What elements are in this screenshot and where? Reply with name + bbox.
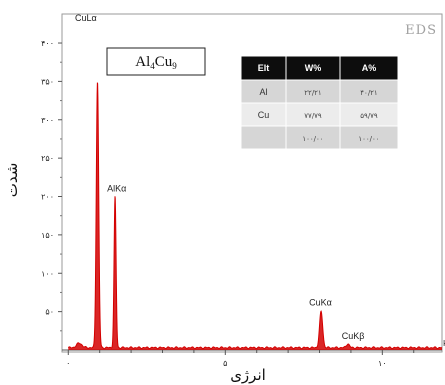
- x-tick-label: ۱۰: [378, 359, 387, 368]
- table-cell-value: ۲۲/۲۱: [304, 89, 321, 97]
- table-header-label: A%: [362, 63, 377, 73]
- table-header-label: W%: [305, 63, 322, 73]
- peak-label: AlKα: [107, 184, 126, 194]
- formula-box-border: [106, 47, 206, 76]
- y-tick-label: ۳۵۰: [41, 77, 54, 86]
- sample-formula: Al4Cu9: [135, 54, 177, 71]
- x-tick-label: ۵: [223, 359, 227, 368]
- peak-labels: CuLα AlKα CuKα CuKβ: [75, 13, 364, 341]
- table-header-label: Elt: [258, 63, 270, 73]
- peak-label: CuKβ: [342, 331, 365, 341]
- composition-table: Elt W% A% Al ۲۲/۲۱ ۴۰/۲۱ Cu ۷۷/۷۹ ۵۹/۷۹ ۱۰۰/۰۰ ۱۰۰…: [240, 55, 399, 150]
- peak-label: CuLα: [75, 13, 97, 23]
- y-axis-title: شدت: [3, 163, 21, 198]
- table-cell-value: ۱۰۰/۰۰: [302, 135, 323, 143]
- spectrum-line: [67, 82, 443, 350]
- y-tick-label: ۳۰۰: [41, 116, 54, 125]
- table-cell-value: ۵۹/۷۹: [360, 112, 378, 120]
- table-cell-value: Al: [259, 87, 267, 97]
- table-cell: [240, 125, 287, 150]
- x-axis-title: انرژی: [230, 366, 266, 384]
- y-tick-label: ۲۰۰: [41, 193, 54, 202]
- y-tick-label: ۲۵۰: [41, 154, 54, 163]
- table-cell: [339, 125, 399, 150]
- y-tick-label: ۵۰: [45, 308, 54, 317]
- x-tick-label: ۰: [66, 359, 70, 368]
- sample-formula-box: Al4Cu9: [106, 47, 206, 76]
- table-cell-value: Cu: [258, 110, 270, 120]
- peak-label: CuKα: [309, 298, 332, 308]
- y-tick-label: ۱۵۰: [41, 231, 54, 240]
- table-cell-value: ۱۰۰/۰۰: [358, 135, 379, 143]
- table-cell-value: ۴۰/۲۱: [360, 89, 377, 97]
- spectrum-series: [67, 82, 443, 351]
- y-tick-label: ۱۰۰: [41, 269, 54, 278]
- x-unit-label: ke: [443, 339, 445, 348]
- table-cell-value: ۷۷/۷۹: [304, 112, 322, 120]
- eds-watermark: EDS: [405, 23, 437, 38]
- y-tick-label: ۴۰۰: [41, 39, 54, 48]
